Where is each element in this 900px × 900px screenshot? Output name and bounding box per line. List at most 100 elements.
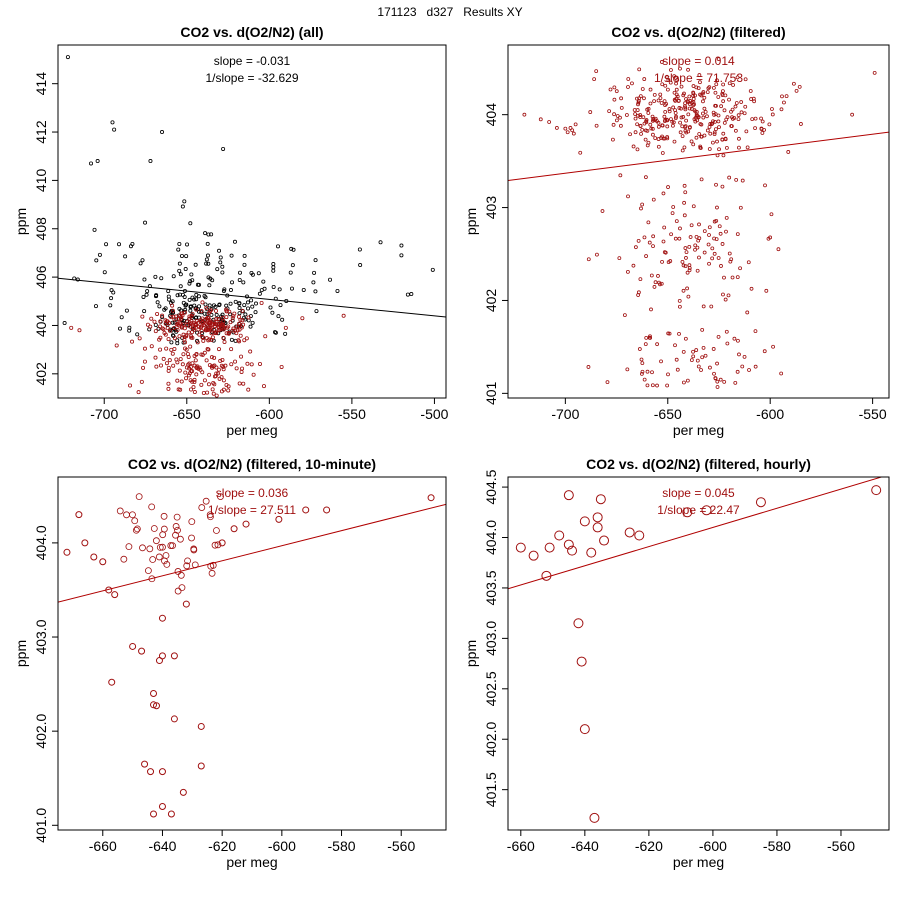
data-point (712, 219, 717, 224)
data-point (200, 330, 205, 335)
data-point (715, 78, 719, 83)
data-point (215, 267, 220, 272)
data-point (430, 267, 435, 272)
data-point (692, 108, 697, 113)
data-point (181, 352, 186, 357)
data-point (736, 338, 740, 343)
data-point (179, 254, 184, 259)
data-point (175, 338, 180, 343)
data-point (576, 656, 587, 667)
data-point (248, 324, 253, 329)
data-point (636, 290, 641, 295)
data-point (216, 325, 221, 330)
y-tick-label: 402 (33, 362, 49, 386)
data-point (217, 328, 222, 333)
data-point (791, 81, 796, 86)
data-point (677, 304, 682, 309)
data-point (640, 361, 645, 366)
data-point (161, 327, 166, 332)
data-point (651, 132, 655, 137)
data-point (701, 345, 706, 350)
data-point (129, 511, 136, 519)
data-point (239, 325, 244, 330)
data-point (288, 270, 293, 275)
data-point (239, 354, 244, 359)
data-point (565, 130, 570, 135)
data-point (188, 344, 193, 349)
data-point (665, 383, 670, 388)
data-point (680, 124, 685, 129)
data-point (666, 78, 671, 82)
data-point (210, 335, 215, 340)
data-point (75, 511, 83, 519)
data-point (171, 326, 176, 331)
y-tick-label: 406 (33, 265, 49, 289)
data-point (200, 370, 205, 375)
data-point (277, 287, 282, 292)
data-point (182, 335, 187, 340)
data-point (672, 90, 677, 95)
plot-frame (507, 476, 890, 831)
fit-line (58, 503, 446, 603)
data-point (680, 259, 685, 264)
data-point (237, 321, 242, 326)
data-point (243, 312, 248, 317)
data-point (721, 153, 726, 158)
data-point (198, 325, 203, 330)
data-point (744, 129, 749, 134)
data-point (283, 325, 288, 330)
data-point (163, 332, 168, 337)
data-point (724, 329, 729, 334)
data-point (635, 108, 640, 112)
data-point (660, 134, 664, 139)
y-tick-label: 401.0 (33, 808, 49, 843)
data-point (181, 322, 186, 327)
data-point (358, 263, 363, 268)
data-point (693, 119, 698, 124)
data-point (196, 309, 201, 314)
data-point (206, 347, 211, 352)
data-point (715, 361, 719, 366)
data-point (226, 388, 231, 393)
data-point (636, 238, 641, 243)
data-point (528, 550, 539, 561)
data-point (222, 287, 227, 292)
data-point (226, 384, 231, 389)
data-point (97, 252, 102, 257)
data-point (717, 125, 721, 130)
data-point (204, 336, 209, 341)
data-point (638, 113, 643, 117)
data-point (776, 247, 781, 252)
data-point (643, 175, 648, 180)
fit-line (508, 477, 884, 590)
data-point (291, 247, 296, 252)
data-point (161, 557, 168, 565)
points-layer (522, 57, 877, 389)
data-point (111, 290, 116, 295)
data-point (726, 293, 731, 298)
data-point (314, 309, 319, 314)
x-tick-label: -650 (654, 406, 682, 422)
data-point (719, 104, 724, 109)
data-point (242, 303, 247, 308)
data-point (180, 204, 185, 209)
data-point (206, 511, 214, 519)
fit-line (508, 131, 889, 181)
data-point (110, 120, 115, 125)
data-point (169, 542, 176, 550)
data-point (643, 137, 648, 142)
data-point (182, 310, 187, 315)
data-point (677, 298, 682, 303)
data-point (207, 325, 212, 330)
data-point (645, 128, 650, 133)
data-point (270, 310, 275, 315)
data-point (687, 268, 692, 273)
data-point (648, 122, 653, 127)
data-point (148, 159, 153, 164)
data-point (189, 272, 194, 277)
data-point (635, 122, 639, 127)
data-point (190, 325, 195, 330)
data-point (208, 309, 213, 314)
data-point (707, 125, 712, 129)
data-point (155, 553, 163, 561)
